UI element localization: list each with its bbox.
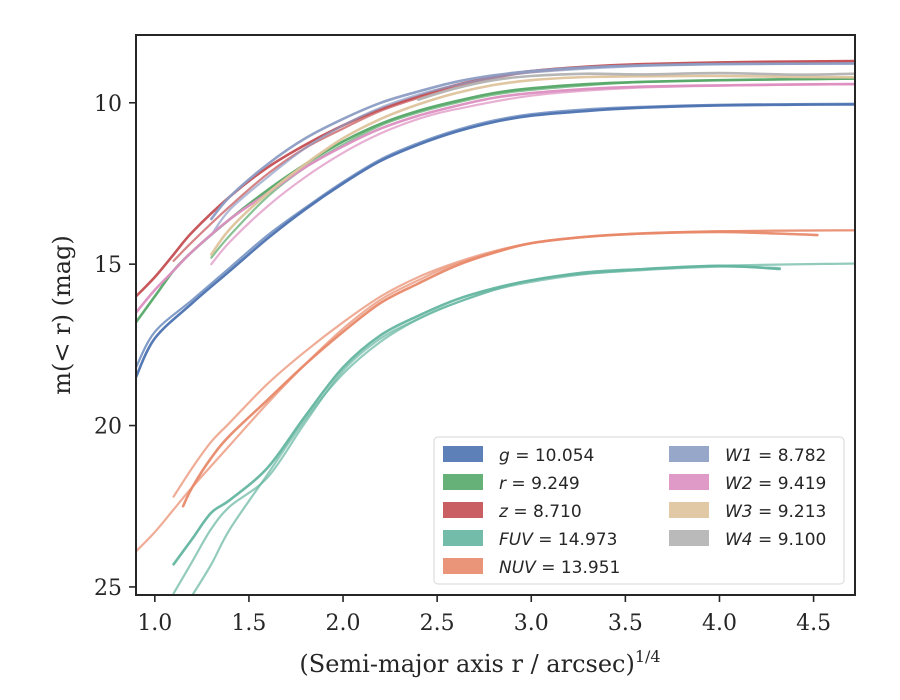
series-g-curve-2	[136, 102, 855, 369]
series-nuv	[136, 229, 855, 553]
legend-swatch-z	[443, 502, 483, 518]
x-tick-label: 2.0	[326, 611, 361, 636]
ticks-layer: 1.0 1.5 2.0 2.5 3.0 3.5 4.0 4.5 10 15 20 25	[94, 92, 831, 636]
legend-name-w4: W4	[725, 530, 753, 550]
series-w3-curve-1	[210, 74, 855, 256]
legend-value-z: 8.710	[533, 502, 582, 522]
curves-layer	[136, 59, 855, 595]
legend-name-w2: W2	[725, 474, 753, 494]
series-w2-curve-2	[210, 83, 855, 266]
y-tick-label: 10	[94, 92, 122, 117]
x-tick-label: 1.0	[137, 611, 172, 636]
legend-swatch-nuv	[443, 558, 483, 574]
series-w2	[136, 82, 855, 314]
series-w4	[417, 71, 855, 101]
legend-entry-g: g = 10.054	[499, 446, 594, 466]
legend-frame	[433, 436, 845, 585]
legend-entry-z: z = 8.710	[498, 502, 582, 522]
legend-swatch-r	[443, 474, 483, 490]
legend-swatch-w1	[669, 446, 709, 462]
legend-swatch-w2	[669, 474, 709, 490]
legend-swatch-w3	[669, 502, 709, 518]
series-fuv	[172, 262, 855, 595]
legend-name-nuv: NUV	[499, 558, 537, 578]
series-g	[136, 102, 855, 379]
legend-entry-nuv: NUV = 13.951	[499, 558, 620, 578]
x-tick-label: 4.5	[796, 611, 831, 636]
series-w1	[210, 62, 855, 237]
x-tick-label: 1.5	[231, 611, 266, 636]
legend-value-w2: 9.419	[778, 474, 827, 494]
series-r-curve-2	[210, 77, 855, 259]
legend-value-nuv: 13.951	[561, 558, 620, 578]
legend-value-r: 9.249	[531, 474, 580, 494]
y-tick-label: 20	[94, 415, 122, 440]
legend-name-fuv: FUV	[499, 530, 534, 550]
legend-entry-w4: W4 = 9.100	[725, 530, 826, 550]
legend-value-w1: 8.782	[778, 446, 827, 466]
y-tick-label: 25	[94, 576, 122, 601]
y-tick-label: 15	[94, 253, 122, 278]
series-w3	[210, 74, 855, 256]
legend-name-z: z	[498, 502, 509, 522]
series-fuv-curve-3	[191, 262, 855, 595]
legend-name-r: r	[499, 474, 507, 494]
x-tick-label: 4.0	[702, 611, 737, 636]
series-nuv-curve-3	[136, 229, 855, 553]
legend-name-g: g	[499, 446, 510, 466]
legend-value-g: 10.054	[535, 446, 594, 466]
legend-swatch-w4	[669, 530, 709, 546]
legend-name-w1: W1	[725, 446, 753, 466]
legend-value-w4: 9.100	[778, 530, 827, 550]
legend-name-w3: W3	[725, 502, 753, 522]
y-axis-label: m(< r) (mag)	[48, 235, 76, 394]
legend-entry-fuv: FUV = 14.973	[499, 530, 617, 550]
series-w4-curve-1	[417, 71, 855, 101]
legend: g = 10.054 r = 9.249 z = 8.710 FUV = 14.973…	[433, 436, 845, 585]
legend-swatch-g	[443, 446, 483, 462]
legend-value-fuv: 14.973	[558, 530, 617, 550]
legend-swatch-fuv	[443, 530, 483, 546]
legend-entry-w3: W3 = 9.213	[725, 502, 826, 522]
x-tick-label: 3.5	[608, 611, 643, 636]
plot-frame	[135, 34, 856, 596]
x-tick-label: 3.0	[514, 611, 549, 636]
x-axis-label-exponent: 1/4	[635, 647, 661, 666]
series-w1-curve-2	[210, 62, 855, 237]
legend-entry-w2: W2 = 9.419	[725, 474, 826, 494]
x-tick-label: 2.5	[420, 611, 455, 636]
legend-entry-r: r = 9.249	[499, 474, 580, 494]
legend-value-w3: 9.213	[778, 502, 827, 522]
legend-entry-w1: W1 = 8.782	[725, 446, 826, 466]
x-axis-label: (Semi-major axis r / arcsec)1/4	[299, 647, 660, 678]
